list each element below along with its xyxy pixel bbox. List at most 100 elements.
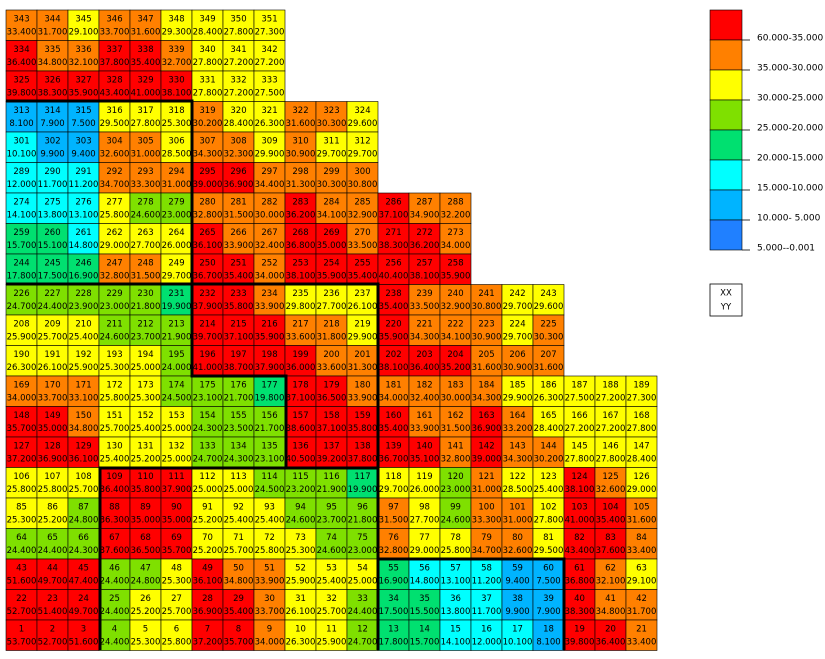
cell (160, 436, 193, 468)
cell-id: 6 (174, 625, 179, 635)
cell-value: 35.000 (38, 424, 68, 434)
cell-value: 21.700 (255, 424, 285, 434)
cell-value: 25.800 (38, 485, 68, 495)
cell (563, 619, 596, 651)
cell-id: 59 (512, 564, 523, 574)
cell-id: 198 (261, 350, 277, 360)
cell (439, 528, 472, 560)
cell-value: 29.900 (348, 333, 378, 343)
cell-id: 294 (168, 167, 184, 177)
cell (408, 436, 441, 468)
cell-value: 25.300 (100, 363, 130, 373)
cell-id: 135 (261, 442, 277, 452)
cell (315, 558, 348, 590)
cell (408, 558, 441, 590)
cell (98, 253, 131, 285)
cell (191, 467, 224, 499)
cell-id: 287 (416, 198, 432, 208)
cell-id: 171 (75, 381, 91, 391)
cell-value: 25.900 (286, 577, 316, 587)
cell (377, 345, 410, 377)
cell-id: 257 (416, 259, 432, 269)
cell-value: 31.000 (503, 516, 533, 526)
cell (222, 9, 255, 41)
cell-id: 100 (478, 503, 494, 513)
cell-value: 37.100 (286, 394, 316, 404)
cell-value: 24.000 (162, 363, 192, 373)
cell (625, 619, 658, 651)
cell-value: 35.900 (255, 333, 285, 343)
cell (5, 467, 38, 499)
cell-id: 306 (168, 137, 184, 147)
cell (253, 101, 286, 133)
cell-value: 27.800 (596, 455, 626, 465)
cell-id: 5 (143, 625, 148, 635)
cell-id: 23 (47, 594, 58, 604)
cell (315, 345, 348, 377)
cell-id: 273 (447, 228, 463, 238)
cell (625, 589, 658, 621)
cell-value: 19.900 (348, 485, 378, 495)
cell-id: 268 (292, 228, 308, 238)
cell-id: 206 (509, 350, 525, 360)
cell-id: 351 (261, 15, 277, 25)
cell-id: 154 (199, 411, 215, 421)
cell-value: 36.300 (100, 516, 130, 526)
cell-value: 19.900 (162, 302, 192, 312)
cell-id: 307 (199, 137, 215, 147)
cell-value: 38.100 (162, 89, 192, 99)
legend-swatch (709, 189, 743, 221)
cell-id: 244 (13, 259, 29, 269)
cell-id: 274 (13, 198, 29, 208)
cell-id: 36 (450, 594, 461, 604)
cell-value: 35.800 (348, 424, 378, 434)
legend: 60.000-35.000 35.000-30.000 30.000-25.000 2… (709, 9, 824, 254)
cell (160, 375, 193, 407)
cell-id: 57 (450, 564, 461, 574)
cell-id: 155 (230, 411, 246, 421)
cell-value: 37.600 (100, 546, 130, 556)
legend-swatch (709, 99, 743, 131)
cell-value: 47.400 (69, 577, 99, 587)
cell (98, 70, 131, 102)
zone-borders (6, 99, 566, 650)
cell (222, 436, 255, 468)
cell-value: 34.800 (38, 58, 68, 68)
cell-value: 28.500 (503, 485, 533, 495)
cell-value: 24.600 (131, 211, 161, 221)
cell-value: 27.300 (255, 28, 285, 38)
cell-value: 34.800 (596, 607, 626, 617)
cell-id: 232 (199, 289, 215, 299)
cell-value: 25.300 (7, 516, 37, 526)
cell-value: 27.200 (565, 424, 595, 434)
cell-id: 199 (292, 350, 308, 360)
cell-id: 276 (75, 198, 91, 208)
cell-id: 347 (137, 15, 153, 25)
cell-id: 9 (267, 625, 272, 635)
cell-value: 35.400 (596, 516, 626, 526)
cell-value: 30.800 (348, 180, 378, 190)
cell-value: 24.300 (193, 424, 223, 434)
cell-value: 34.700 (472, 546, 502, 556)
cell (284, 101, 317, 133)
cell-id: 179 (323, 381, 339, 391)
cell-id: 201 (354, 350, 370, 360)
cell (625, 467, 658, 499)
cell (501, 619, 534, 651)
cell-id: 15 (450, 625, 461, 635)
cell (284, 558, 317, 590)
cell-value: 33.900 (255, 302, 285, 312)
cell-id: 340 (199, 45, 215, 55)
cell-value: 29.700 (379, 485, 409, 495)
cell-id: 231 (168, 289, 184, 299)
cell-value: 23.900 (69, 302, 99, 312)
cell (377, 375, 410, 407)
cell-value: 24.800 (69, 516, 99, 526)
cell (129, 589, 162, 621)
cell-value: 35.100 (410, 455, 440, 465)
cell-value: 35.200 (441, 363, 471, 373)
cell (501, 436, 534, 468)
cell (67, 162, 100, 194)
cell-value: 21.900 (162, 333, 192, 343)
cell-value: 38.100 (379, 363, 409, 373)
